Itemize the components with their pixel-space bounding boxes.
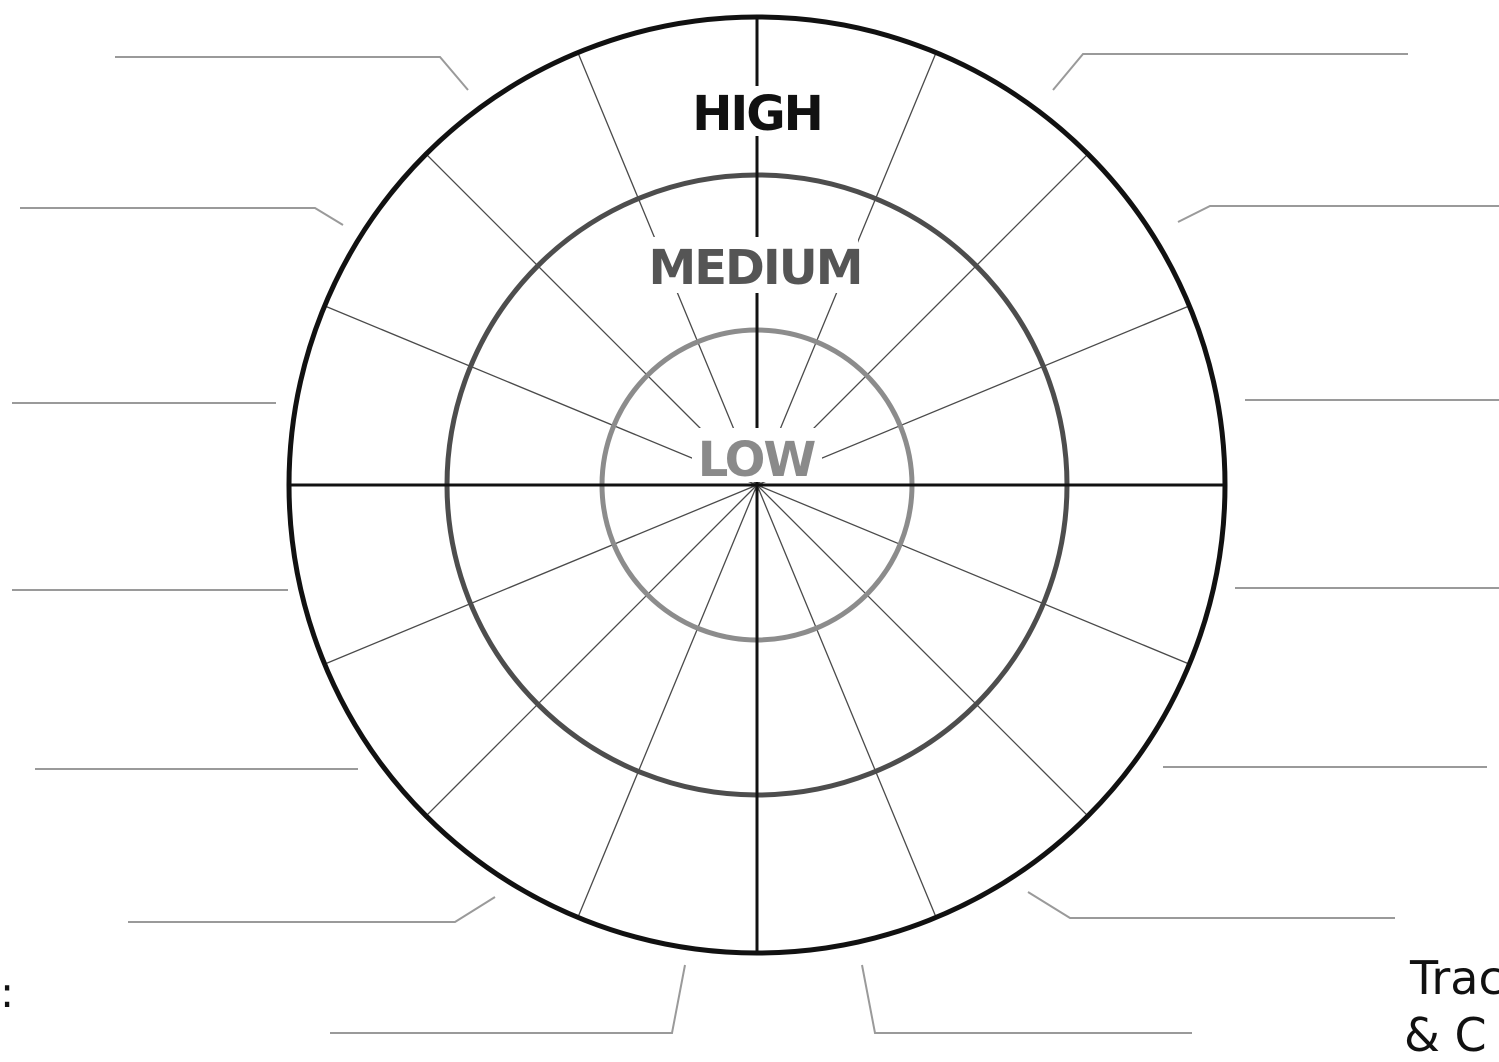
leader-line-bottom-left[interactable] [330, 964, 686, 1034]
leader-line-left-2[interactable] [20, 207, 344, 226]
segment-spoke [756, 484, 1089, 817]
leader-line-right-2[interactable] [1177, 205, 1499, 223]
wheel-diagram: HIGH MEDIUM LOW [12, 14, 1499, 1034]
left-edge-fragment: : [0, 968, 15, 1017]
leader-line-right-6[interactable] [1027, 891, 1395, 919]
leader-line-right-1[interactable] [1052, 53, 1408, 91]
label-leader-lines [12, 53, 1499, 1034]
medium-label: MEDIUM [649, 240, 862, 296]
segment-spoke [324, 484, 758, 665]
segment-spoke [756, 484, 937, 918]
right-edge-text-line-1: Trac [1410, 951, 1499, 1005]
medium-label-bg [652, 237, 858, 293]
leader-line-left-6[interactable] [128, 896, 496, 923]
right-edge-text-line-2: & C [1404, 1008, 1487, 1062]
segment-spoke [756, 484, 1190, 665]
segment-spoke [425, 484, 758, 817]
leader-line-bottom-right[interactable] [861, 964, 1192, 1034]
high-label-bg [692, 86, 822, 136]
low-label: LOW [698, 432, 816, 488]
segment-spokes [324, 52, 1190, 918]
low-label-bg [692, 428, 822, 482]
high-label: HIGH [692, 86, 822, 142]
segment-spoke [577, 484, 758, 918]
segment-spoke [324, 305, 758, 486]
segment-spoke [756, 305, 1190, 486]
leader-line-left-1[interactable] [115, 56, 469, 91]
